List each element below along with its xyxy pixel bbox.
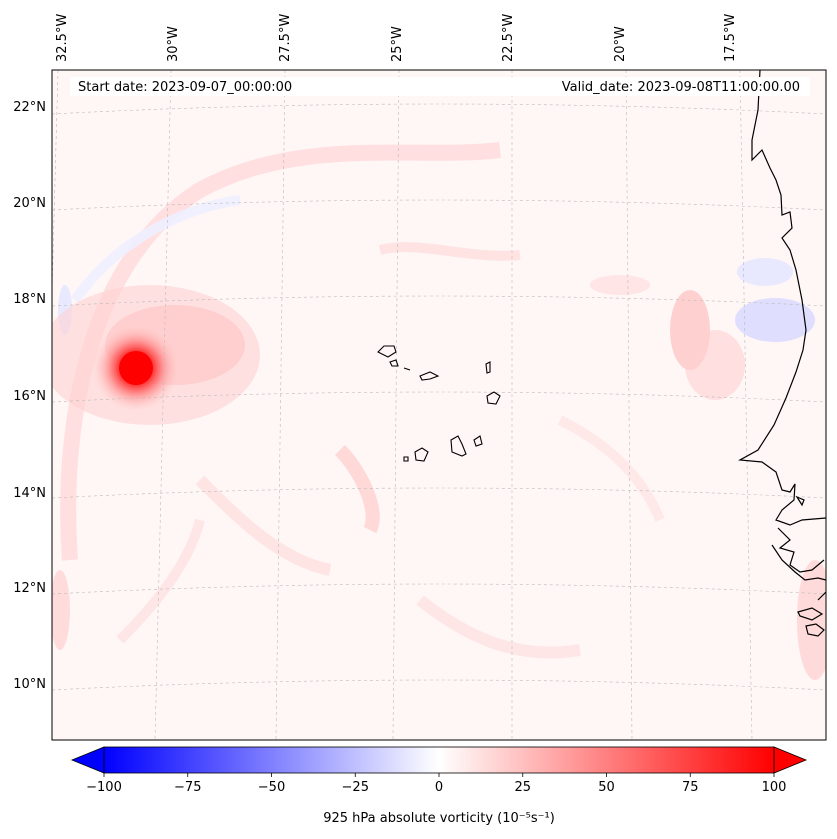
colorbar-extend-max (773, 746, 808, 774)
map-frame (51, 69, 827, 741)
lon-label: 27.5°W (278, 14, 293, 62)
lat-label: 16°N (13, 389, 46, 404)
africa-coastline (738, 70, 826, 526)
lon-label: 25°W (390, 26, 405, 62)
vorticity-field (52, 142, 826, 680)
colorbar-ticks: −100 −75 −50 −25 0 25 50 75 100 (86, 773, 786, 795)
coastline (738, 70, 826, 637)
lon-label: 30°W (166, 26, 181, 62)
colorbar-tick-label: 0 (435, 780, 443, 795)
lat-label: 22°N (13, 100, 46, 115)
colorbar-label: 925 hPa absolute vorticity (10⁻⁵s⁻¹) (323, 811, 555, 826)
lat-label: 12°N (13, 581, 46, 596)
lat-label: 18°N (13, 292, 46, 307)
colorbar-tick-label: 75 (682, 780, 699, 795)
colorbar: −100 −75 −50 −25 0 25 50 75 100 925 hPa absolute… (70, 746, 808, 826)
map-panel: Start date: 2023-09-07_00:00:00 Valid_da… (51, 69, 827, 741)
colorbar-tick-label: −25 (342, 780, 369, 795)
longitude-labels: 32.5°W 30°W 27.5°W 25°W 22.5°W 20°W 17.5… (55, 14, 738, 62)
colorbar-tick-label: 100 (762, 780, 787, 795)
lon-label: 32.5°W (55, 14, 70, 62)
colorbar-gradient (103, 746, 775, 774)
lat-label: 14°N (13, 486, 46, 501)
date-strip (70, 77, 810, 96)
colorbar-tick-label: −75 (174, 780, 201, 795)
graticule (52, 70, 826, 740)
lon-label: 17.5°W (723, 14, 738, 62)
latitude-labels: 22°N 20°N 18°N 16°N 14°N 12°N 10°N (13, 100, 46, 692)
lon-label: 20°W (613, 26, 628, 62)
colorbar-extend-min (70, 746, 105, 774)
colorbar-tick-label: 50 (598, 780, 615, 795)
colorbar-tick-label: 25 (514, 780, 531, 795)
colorbar-tick-label: −100 (86, 780, 122, 795)
colorbar-tick-label: −50 (258, 780, 285, 795)
valid-date-label: Valid_date: 2023-09-08T11:00:00.00 (562, 80, 800, 95)
start-date-label: Start date: 2023-09-07_00:00:00 (78, 80, 292, 95)
lat-label: 10°N (13, 677, 46, 692)
lat-label: 20°N (13, 196, 46, 211)
cabo-verde-islands (377, 345, 501, 462)
lon-label: 22.5°W (501, 14, 516, 62)
